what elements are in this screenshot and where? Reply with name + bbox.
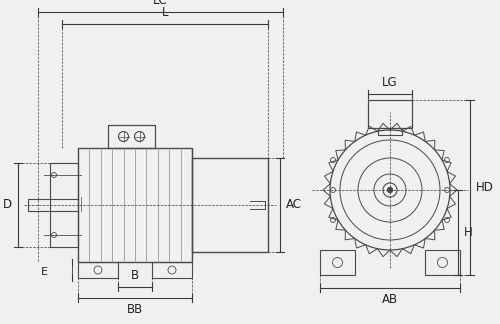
Circle shape: [388, 188, 392, 192]
Bar: [425, 250, 460, 275]
Bar: [378, 128, 402, 135]
Text: H: H: [464, 226, 473, 239]
Text: D: D: [3, 199, 12, 212]
Bar: [108, 125, 155, 148]
Text: HD: HD: [476, 181, 494, 194]
Text: L: L: [162, 6, 168, 19]
Bar: [78, 262, 118, 278]
Bar: [50, 163, 78, 247]
Text: LC: LC: [153, 0, 168, 7]
Text: B: B: [131, 269, 139, 282]
Bar: [152, 262, 192, 278]
Text: BB: BB: [127, 303, 143, 316]
Bar: [192, 158, 268, 252]
Text: AC: AC: [286, 199, 302, 212]
Bar: [320, 250, 355, 275]
Bar: [78, 148, 192, 262]
Text: AB: AB: [382, 293, 398, 306]
Bar: [368, 100, 412, 128]
Text: LG: LG: [382, 76, 398, 89]
Text: E: E: [40, 267, 48, 277]
